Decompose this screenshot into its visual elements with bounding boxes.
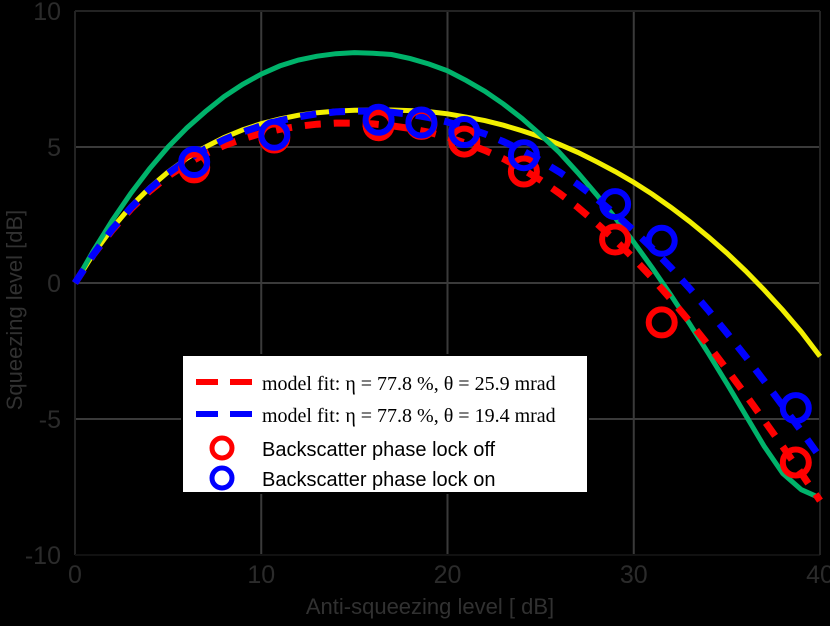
x-tick-label: 20 bbox=[434, 561, 462, 589]
tick-labels: 0 10 20 30 40 -10 -5 0 5 10 bbox=[25, 0, 830, 589]
data-point-marker bbox=[645, 224, 678, 257]
y-tick-label: 5 bbox=[47, 134, 61, 162]
y-tick-label: 0 bbox=[47, 270, 61, 298]
data-point-marker bbox=[405, 106, 438, 139]
legend-label-model-fit-blue: model fit: η = 77.8 %, θ = 19.4 mrad bbox=[262, 405, 556, 427]
data-point-marker bbox=[599, 188, 632, 221]
data-series-layer bbox=[72, 50, 823, 503]
x-tick-label: 30 bbox=[620, 561, 648, 589]
data-point-marker bbox=[258, 118, 291, 151]
y-axis-title: Squeezing level [dB] bbox=[2, 210, 27, 411]
x-tick-label: 40 bbox=[806, 561, 830, 589]
legend-marker-blue-circle-icon bbox=[209, 465, 235, 491]
data-point-marker bbox=[507, 155, 540, 188]
y-tick-label: 10 bbox=[33, 0, 61, 26]
x-tick-label: 0 bbox=[68, 561, 82, 589]
x-tick-label: 10 bbox=[247, 561, 275, 589]
data-point-marker bbox=[507, 139, 540, 172]
series-markers-blue bbox=[178, 103, 812, 425]
data-point-marker bbox=[448, 116, 481, 148]
y-tick-label: -5 bbox=[39, 406, 61, 434]
legend-box bbox=[181, 354, 589, 494]
data-point-marker bbox=[599, 223, 632, 256]
x-axis-title: Anti-squeezing level [ dB] bbox=[306, 594, 554, 619]
data-point-marker bbox=[779, 446, 812, 479]
y-tick-label: -10 bbox=[25, 542, 61, 570]
legend-label-lock-off: Backscatter phase lock off bbox=[262, 439, 496, 461]
data-point-marker bbox=[362, 103, 395, 136]
chart-legend: model fit: η = 77.8 %, θ = 25.9 mrad mod… bbox=[181, 354, 589, 494]
legend-marker-red-circle-icon bbox=[209, 435, 235, 461]
data-point-marker bbox=[645, 306, 678, 339]
data-point-marker bbox=[779, 392, 812, 425]
legend-label-model-fit-red: model fit: η = 77.8 %, θ = 25.9 mrad bbox=[262, 373, 556, 395]
data-point-marker bbox=[178, 146, 211, 178]
legend-label-lock-on: Backscatter phase lock on bbox=[262, 469, 495, 491]
data-point-marker bbox=[448, 125, 481, 158]
